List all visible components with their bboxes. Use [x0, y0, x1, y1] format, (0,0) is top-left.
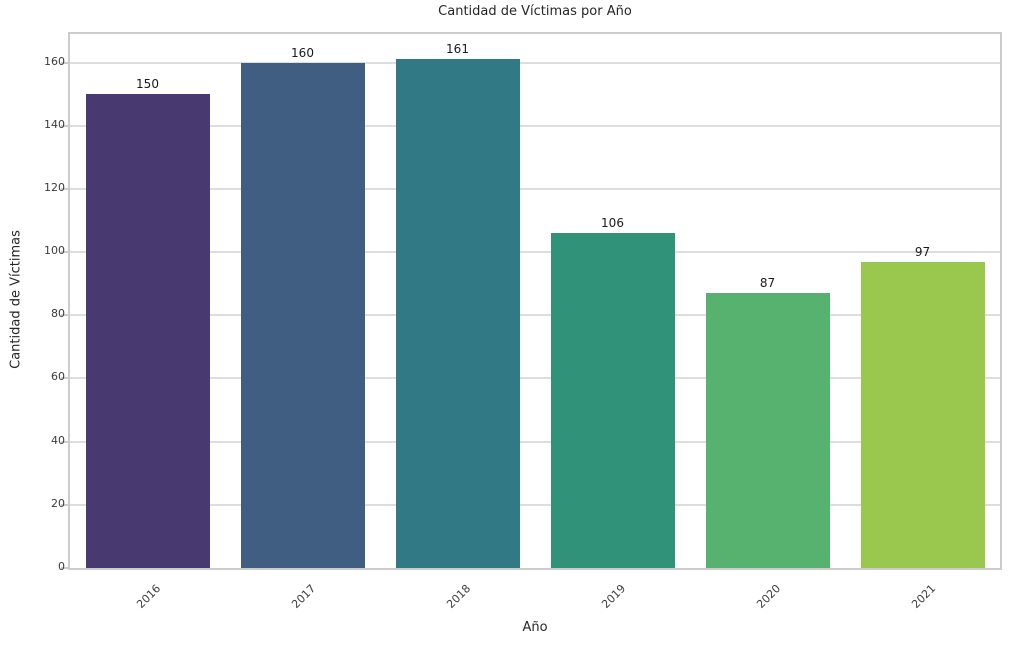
gridline-y-80 — [70, 314, 1000, 317]
xtick-label-2018: 2018 — [443, 582, 473, 611]
xtick-label-2020: 2020 — [753, 582, 783, 611]
ytick-label-20: 20 — [51, 496, 65, 510]
bar-value-label-2016: 150 — [136, 77, 159, 92]
bar-2019 — [550, 233, 675, 568]
bar-2017 — [240, 62, 365, 568]
ytick-label-120: 120 — [44, 180, 65, 194]
ytick-mark-0 — [61, 567, 68, 569]
ytick-mark-20 — [61, 503, 68, 506]
plot-area: 150 160 161 106 87 97 — [61, 32, 1002, 570]
ytick-mark-120 — [61, 187, 68, 190]
gridline-y-100 — [70, 251, 1000, 254]
bar-value-label-2019: 106 — [601, 216, 624, 231]
chart-title: Cantidad de Víctimas por Año — [438, 4, 632, 19]
bar-value-label-2021: 97 — [914, 244, 931, 259]
bar-2021 — [860, 261, 985, 568]
ytick-mark-140 — [61, 124, 68, 127]
ytick-mark-60 — [61, 377, 68, 380]
ytick-label-60: 60 — [51, 370, 65, 384]
bar-value-label-2017: 160 — [291, 45, 314, 60]
ytick-label-40: 40 — [51, 433, 65, 447]
gridline-y-140 — [70, 124, 1000, 127]
ytick-label-140: 140 — [44, 117, 65, 131]
bar-value-label-2018: 161 — [446, 42, 469, 57]
gridline-y-40 — [70, 440, 1000, 443]
gridline-y-120 — [70, 187, 1000, 190]
xtick-label-2021: 2021 — [908, 582, 938, 611]
ytick-label-80: 80 — [51, 307, 65, 321]
ytick-mark-80 — [61, 314, 68, 317]
ytick-mark-40 — [61, 440, 68, 443]
ytick-label-0: 0 — [58, 560, 65, 573]
y-axis-label: Cantidad de Víctimas — [8, 230, 24, 369]
ytick-label-100: 100 — [44, 244, 65, 258]
gridline-y-160 — [70, 61, 1000, 64]
gridline-y-60 — [70, 377, 1000, 380]
xtick-label-2017: 2017 — [288, 582, 318, 611]
gridline-y-20 — [70, 503, 1000, 506]
xtick-label-2019: 2019 — [598, 582, 628, 611]
bar-2020 — [705, 293, 830, 568]
ytick-mark-100 — [61, 251, 68, 254]
bar-2018 — [395, 59, 520, 568]
xtick-label-2016: 2016 — [133, 582, 163, 611]
bar-value-label-2020: 87 — [759, 276, 776, 291]
ytick-label-160: 160 — [44, 54, 65, 68]
ytick-mark-160 — [61, 61, 68, 64]
x-axis-label: Año — [522, 620, 548, 635]
bar-2016 — [85, 94, 210, 568]
